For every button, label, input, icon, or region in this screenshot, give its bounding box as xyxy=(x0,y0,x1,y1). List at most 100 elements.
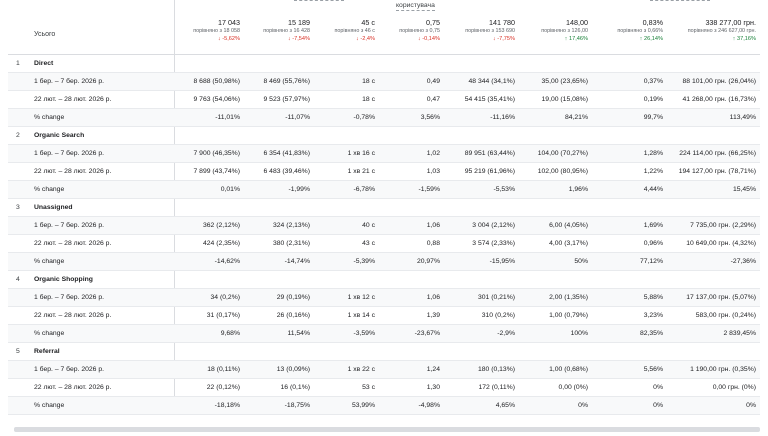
table-cell: 26 (0,16%) xyxy=(276,312,310,319)
table-cell: -2,9% xyxy=(497,330,515,337)
table-cell: 9,68% xyxy=(220,330,240,337)
group-row[interactable]: 5 Referral xyxy=(8,343,760,361)
metric-compare: порівняно з 126,00 xyxy=(541,28,588,34)
table-cell: 8 469 (55,76%) xyxy=(263,78,310,85)
table-cell: 3,23% xyxy=(643,312,663,319)
table-cell: 1,03 xyxy=(426,168,440,175)
table-row[interactable]: 1 бер. – 7 бер. 2026 р. 34 (0,2%) 29 (0,19… xyxy=(8,289,760,307)
table-cell: 18 с xyxy=(362,78,375,85)
table-cell: 1,06 xyxy=(426,222,440,229)
table-cell: 180 (0,13%) xyxy=(477,366,515,373)
table-cell: 2 839,45% xyxy=(723,330,756,337)
horizontal-scrollbar[interactable] xyxy=(14,427,760,432)
table-cell: 1,02 xyxy=(426,150,440,157)
table-cell: 40 с xyxy=(362,222,375,229)
table-row[interactable]: 1 бер. – 7 бер. 2026 р. 18 (0,11%) 13 (0,0… xyxy=(8,361,760,379)
table-cell: -27,36% xyxy=(730,258,756,265)
table-row[interactable]: 22 лют. – 28 лют. 2026 р. 7 899 (43,74%) 6… xyxy=(8,163,760,181)
table-row[interactable]: % change 9,68% 11,54% -3,59% -23,67% -2,9% 100… xyxy=(8,325,760,343)
table-cell: -15,95% xyxy=(489,258,515,265)
table-cell: 1,06 xyxy=(426,294,440,301)
table-row[interactable]: % change 0,01% -1,99% -6,78% -1,59% -5,53% 1,9… xyxy=(8,181,760,199)
table-row[interactable]: 1 бер. – 7 бер. 2026 р. 362 (2,12%) 324 (2… xyxy=(8,217,760,235)
table-row[interactable]: 1 бер. – 7 бер. 2026 р. 8 688 (50,98%) 8 4… xyxy=(8,73,760,91)
table-cell: 18 (0,11%) xyxy=(207,366,240,373)
total-label: Усього xyxy=(34,31,56,38)
table-cell: 17 137,00 грн. (5,07%) xyxy=(686,294,756,301)
table-cell: -11,16% xyxy=(490,114,515,121)
table-cell: 0% xyxy=(578,402,588,409)
metric-change: ↓ -0,14% xyxy=(417,36,440,42)
table-row[interactable]: % change -11,01% -11,07% -0,78% 3,56% -11,16%… xyxy=(8,109,760,127)
group-row[interactable]: 4 Organic Shopping xyxy=(8,271,760,289)
metric-total: 338 277,00 грн. xyxy=(705,18,756,27)
table-cell: 1,69% xyxy=(643,222,663,229)
table-cell: 6 483 (39,46%) xyxy=(263,168,310,175)
row-label: 22 лют. – 28 лют. 2026 р. xyxy=(34,240,112,247)
table-cell: 301 (0,21%) xyxy=(477,294,515,301)
table-cell: 172 (0,11%) xyxy=(478,384,515,391)
table-cell: 6 354 (41,83%) xyxy=(263,150,310,157)
group-name: Organic Shopping xyxy=(34,276,93,283)
table-cell: 48 344 (34,1%) xyxy=(468,78,515,85)
table-row[interactable]: 22 лют. – 28 лют. 2026 р. 31 (0,17%) 26 (0… xyxy=(8,307,760,325)
header-metric-7: 0,83% порівняно з 0,66% ↑ 26,14% xyxy=(617,18,663,43)
metric-change: ↓ -5,62% xyxy=(217,36,240,42)
table-cell: 0,01% xyxy=(220,186,240,193)
table-cell: 324 (2,13%) xyxy=(272,222,310,229)
table-row[interactable]: 1 бер. – 7 бер. 2026 р. 7 900 (46,35%) 6 3… xyxy=(8,145,760,163)
row-label: % change xyxy=(34,330,65,337)
table-cell: 16 (0,1%) xyxy=(280,384,310,391)
group-index: 4 xyxy=(16,276,20,283)
metric-change: ↓ -2,4% xyxy=(356,36,375,42)
data-table: 1 Direct 1 бер. – 7 бер. 2026 р. 8 688 (50,… xyxy=(8,55,760,415)
table-cell: -1,59% xyxy=(418,186,440,193)
table-cell: 18 с xyxy=(362,96,375,103)
row-label: 22 лют. – 28 лют. 2026 р. xyxy=(34,384,112,391)
table-cell: 0% xyxy=(653,384,663,391)
table-cell: 1,96% xyxy=(568,186,588,193)
table-cell: 53 с xyxy=(362,384,375,391)
header-metric-3: 45 с порівняно з 46 с ↓ -2,4% xyxy=(334,18,375,43)
table-row[interactable]: 22 лют. – 28 лют. 2026 р. 424 (2,35%) 380 … xyxy=(8,235,760,253)
metric-header-label[interactable]: користувача xyxy=(396,2,435,11)
group-row[interactable]: 2 Organic Search xyxy=(8,127,760,145)
table-cell: 0% xyxy=(653,402,663,409)
row-label: % change xyxy=(34,114,65,121)
table-cell: 583,00 грн. (0,24%) xyxy=(695,312,756,319)
table-cell: 50% xyxy=(574,258,588,265)
table-cell: 0,49 xyxy=(426,78,440,85)
table-cell: 41 268,00 грн. (16,73%) xyxy=(682,96,757,103)
table-cell: 0,47 xyxy=(426,96,440,103)
table-cell: 113,49% xyxy=(729,114,756,121)
table-cell: 4,65% xyxy=(495,402,515,409)
table-cell: 9 523 (57,97%) xyxy=(263,96,310,103)
table-row[interactable]: 22 лют. – 28 лют. 2026 р. 9 763 (54,06%) 9… xyxy=(8,91,760,109)
row-label: 1 бер. – 7 бер. 2026 р. xyxy=(34,366,104,373)
group-row[interactable]: 1 Direct xyxy=(8,55,760,73)
table-cell: 34 (0,2%) xyxy=(210,294,240,301)
table-row[interactable]: % change -18,18% -18,75% 53,99% -4,98% 4,65% 0… xyxy=(8,397,760,415)
table-cell: 3 004 (2,12%) xyxy=(472,222,515,229)
table-cell: -1,99% xyxy=(288,186,310,193)
table-cell: 310 (0,2%) xyxy=(481,312,515,319)
table-cell: 104,00 (70,27%) xyxy=(537,150,588,157)
column-divider xyxy=(174,0,175,414)
table-cell: 5,88% xyxy=(643,294,663,301)
metric-total: 0,75 xyxy=(426,18,440,27)
metric-compare: порівняно з 18 058 xyxy=(193,28,240,34)
group-row[interactable]: 3 Unassigned xyxy=(8,199,760,217)
table-row[interactable]: 22 лют. – 28 лют. 2026 р. 22 (0,12%) 16 (0… xyxy=(8,379,760,397)
table-cell: 7 900 (46,35%) xyxy=(193,150,240,157)
metric-total: 141 780 xyxy=(489,18,515,27)
table-cell: 194 127,00 грн. (78,71%) xyxy=(678,168,756,175)
table-cell: 0,00 (0%) xyxy=(558,384,588,391)
table-cell: -6,78% xyxy=(353,186,375,193)
table-cell: 54 415 (35,41%) xyxy=(464,96,515,103)
table-row[interactable]: % change -14,62% -14,74% -5,39% 20,97% -15,95… xyxy=(8,253,760,271)
table-cell: 1 хв 21 с xyxy=(347,168,375,175)
table-cell: 380 (2,31%) xyxy=(272,240,310,247)
group-name: Referral xyxy=(34,348,60,355)
metric-change: ↑ 17,46% xyxy=(564,36,588,42)
table-cell: 224 114,00 грн. (66,25%) xyxy=(679,150,756,157)
